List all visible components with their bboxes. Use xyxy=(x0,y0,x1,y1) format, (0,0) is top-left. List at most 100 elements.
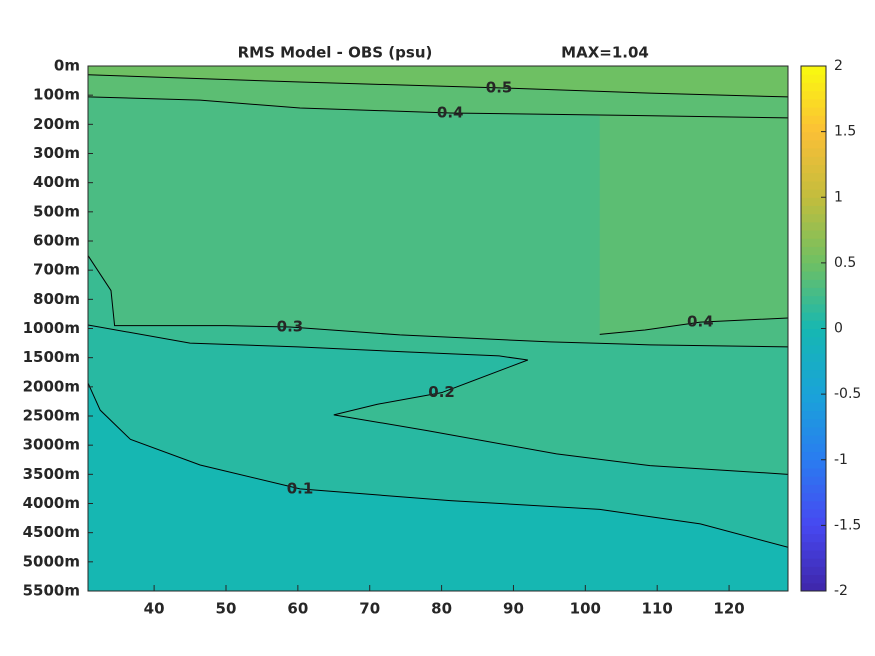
y-tick-label: 3500m xyxy=(23,465,80,483)
colorbar-cell xyxy=(801,541,826,551)
colorbar-cell xyxy=(801,189,826,198)
colorbar-tick-label: 0.5 xyxy=(834,255,856,271)
colorbar-cell xyxy=(801,303,826,313)
colorbar-tick-label: 1.5 xyxy=(834,124,856,140)
colorbar-cell xyxy=(801,238,826,247)
colorbar-cell xyxy=(801,361,826,371)
colorbar-cell xyxy=(801,295,826,305)
colorbar-tick-label: -1 xyxy=(834,452,848,468)
colorbar-cell xyxy=(801,484,826,494)
colorbar-cell xyxy=(801,377,826,387)
colorbar-tick-label: 2 xyxy=(834,58,843,74)
contour-label: 0.4 xyxy=(437,103,464,121)
x-tick-label: 40 xyxy=(144,600,165,618)
colorbar-cell xyxy=(801,467,826,477)
colorbar-tick-label: -0.5 xyxy=(834,386,861,402)
colorbar-cell xyxy=(801,394,826,403)
colorbar-cell xyxy=(801,90,826,100)
colorbar-cell xyxy=(801,74,826,83)
colorbar-cell xyxy=(801,254,826,264)
colorbar-cell xyxy=(801,517,826,526)
colorbar-cell xyxy=(801,451,826,461)
y-tick-label: 100m xyxy=(33,86,80,104)
colorbar-tick-label: 1 xyxy=(834,189,843,205)
colorbar-cell xyxy=(801,148,826,157)
colorbar-cell xyxy=(801,353,826,362)
colorbar-cell xyxy=(801,230,826,239)
colorbar-cell xyxy=(801,205,826,215)
contour-label: 0.4 xyxy=(687,313,714,331)
y-tick-label: 800m xyxy=(33,290,80,308)
colorbar-tick-label: 0 xyxy=(834,321,843,337)
colorbar-cell xyxy=(801,172,826,182)
y-tick-label: 5000m xyxy=(23,552,80,570)
colorbar-cell xyxy=(801,262,826,272)
y-tick-label: 600m xyxy=(33,232,80,250)
colorbar-cell xyxy=(801,197,826,206)
colorbar-cell xyxy=(801,369,826,379)
contour-label: 0.1 xyxy=(287,479,314,497)
colorbar-cell xyxy=(801,558,826,567)
colorbar-cell xyxy=(801,459,826,469)
colorbar-cell xyxy=(801,98,826,108)
x-tick-label: 80 xyxy=(431,600,452,618)
colorbar-cell xyxy=(801,131,826,141)
y-tick-label: 500m xyxy=(33,202,80,220)
contour-line xyxy=(88,324,788,475)
contour-fill xyxy=(88,66,788,97)
x-tick-label: 120 xyxy=(713,600,744,618)
colorbar-cell xyxy=(801,500,826,510)
colorbar-cell xyxy=(801,426,826,436)
x-tick-label: 60 xyxy=(287,600,308,618)
colorbar-cell xyxy=(801,336,826,346)
colorbar-cell xyxy=(801,287,826,297)
y-tick-label: 0m xyxy=(54,57,80,75)
colorbar-cell xyxy=(801,164,826,174)
y-tick-label: 200m xyxy=(33,115,80,133)
colorbar-cell xyxy=(801,476,826,485)
colorbar-cell xyxy=(801,180,826,190)
x-tick-label: 70 xyxy=(359,600,380,618)
y-tick-label: 5500m xyxy=(23,582,80,600)
colorbar-cell xyxy=(801,107,826,116)
y-tick-label: 400m xyxy=(33,173,80,191)
contour-label: 0.3 xyxy=(277,318,304,336)
y-tick-label: 4500m xyxy=(23,523,80,541)
colorbar-cell xyxy=(801,574,826,584)
x-tick-label: 50 xyxy=(216,600,237,618)
contour-label: 0.5 xyxy=(486,78,513,96)
y-tick-label: 3000m xyxy=(23,436,80,454)
colorbar-cell xyxy=(801,533,826,543)
contour-line xyxy=(88,74,788,98)
colorbar-cell xyxy=(801,82,826,92)
colorbar-cell xyxy=(801,66,826,75)
colorbar-cell xyxy=(801,156,826,165)
x-tick-label: 90 xyxy=(503,600,524,618)
y-tick-label: 1000m xyxy=(23,319,80,337)
x-tick-label: 100 xyxy=(570,600,601,618)
colorbar-cell xyxy=(801,549,826,559)
colorbar-cell xyxy=(801,271,826,280)
colorbar-cell xyxy=(801,246,826,256)
colorbar-cell xyxy=(801,139,826,149)
colorbar-cell xyxy=(801,344,826,354)
contour-fill xyxy=(599,66,788,335)
colorbar-cell xyxy=(801,508,826,518)
y-tick-label: 4000m xyxy=(23,494,80,512)
colorbar-cell xyxy=(801,385,826,395)
contour-line xyxy=(88,382,788,548)
colorbar-cell xyxy=(801,312,826,321)
plot-area: 0.1 0.2 0.3 0.4 0.4 0.5 xyxy=(88,66,788,591)
colorbar-cell xyxy=(801,115,826,124)
y-tick-label: 700m xyxy=(33,261,80,279)
y-tick-label: 1500m xyxy=(23,348,80,366)
y-tick-label: 2500m xyxy=(23,407,80,425)
colorbar-cell xyxy=(801,525,826,535)
colorbar-cell xyxy=(801,566,826,576)
contour-label: 0.2 xyxy=(428,383,455,401)
colorbar-cell xyxy=(801,435,826,444)
x-tick-label: 110 xyxy=(642,600,673,618)
colorbar-cell xyxy=(801,443,826,453)
colorbar-cell xyxy=(801,410,826,420)
